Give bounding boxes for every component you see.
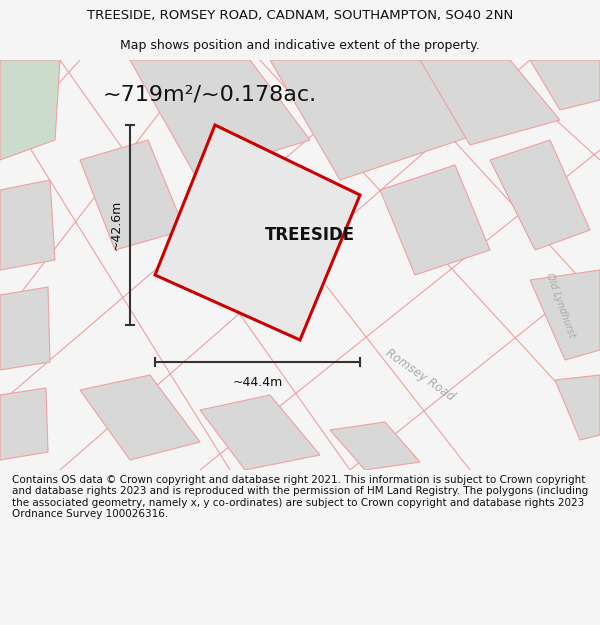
Text: ~44.4m: ~44.4m [232, 376, 283, 389]
Polygon shape [200, 395, 320, 470]
Polygon shape [0, 60, 60, 160]
Text: Map shows position and indicative extent of the property.: Map shows position and indicative extent… [120, 39, 480, 51]
Polygon shape [555, 375, 600, 440]
Text: ~719m²/~0.178ac.: ~719m²/~0.178ac. [103, 85, 317, 105]
Text: ~42.6m: ~42.6m [110, 200, 122, 250]
Polygon shape [330, 422, 420, 470]
Text: Old Lyndhurst: Old Lyndhurst [544, 271, 577, 339]
Text: Romsey Road: Romsey Road [383, 346, 457, 404]
Polygon shape [490, 140, 590, 250]
Polygon shape [530, 270, 600, 360]
Polygon shape [155, 125, 360, 340]
Polygon shape [0, 287, 50, 370]
Polygon shape [270, 60, 490, 180]
Text: Contains OS data © Crown copyright and database right 2021. This information is : Contains OS data © Crown copyright and d… [12, 474, 588, 519]
Polygon shape [130, 60, 310, 175]
Polygon shape [530, 60, 600, 110]
Polygon shape [0, 388, 48, 460]
Polygon shape [0, 180, 55, 270]
Text: TREESIDE, ROMSEY ROAD, CADNAM, SOUTHAMPTON, SO40 2NN: TREESIDE, ROMSEY ROAD, CADNAM, SOUTHAMPT… [87, 9, 513, 21]
Polygon shape [80, 375, 200, 460]
Text: TREESIDE: TREESIDE [265, 226, 355, 244]
Polygon shape [380, 165, 490, 275]
Polygon shape [80, 140, 185, 250]
Polygon shape [420, 60, 560, 145]
